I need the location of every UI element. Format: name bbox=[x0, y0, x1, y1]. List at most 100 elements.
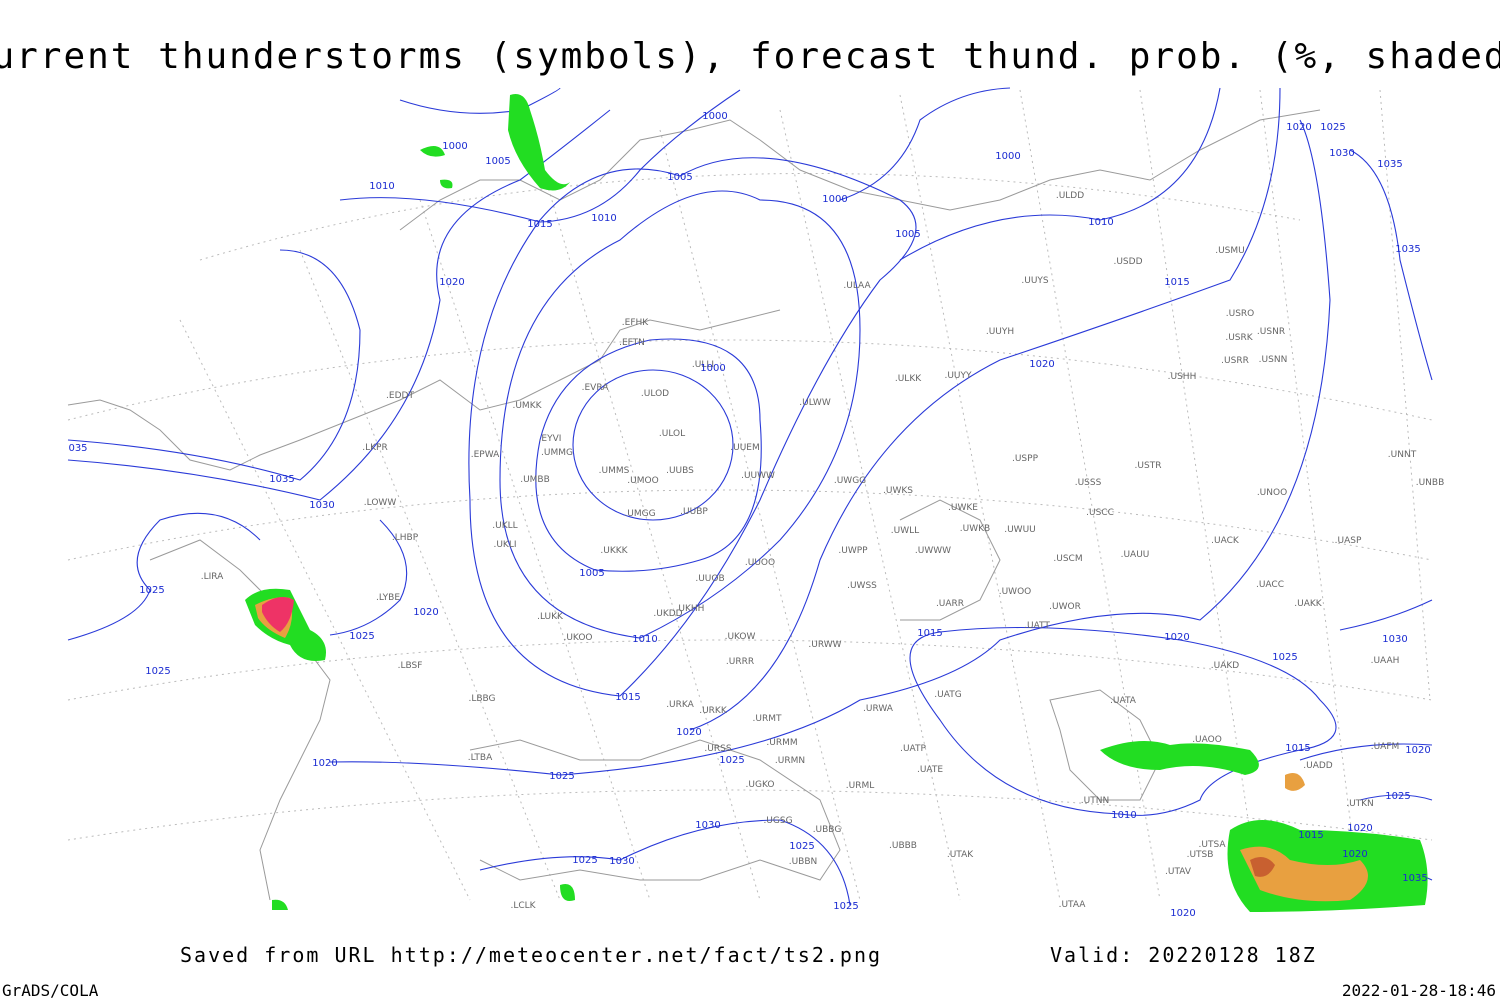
isobar-label: 1030 bbox=[695, 820, 720, 831]
station-label: .URMM bbox=[766, 738, 797, 748]
isobar-label: 1010 bbox=[1088, 217, 1113, 228]
isobar-label: 1025 bbox=[549, 771, 574, 782]
station-label: .UTNN bbox=[1081, 796, 1109, 806]
station-label: .USRO bbox=[1226, 309, 1255, 319]
station-label: .EFTN bbox=[619, 338, 645, 348]
station-label: .USSS bbox=[1075, 478, 1102, 488]
station-label: .UWKB bbox=[960, 524, 990, 534]
isobar-label: 1020 bbox=[1029, 359, 1054, 370]
isobar-label: 1025 bbox=[572, 855, 597, 866]
isobar-label: 1020 bbox=[1170, 908, 1195, 919]
station-label: .URML bbox=[846, 781, 874, 791]
station-label: .UAFM bbox=[1371, 742, 1400, 752]
software-credit: GrADS/COLA bbox=[2, 981, 99, 1000]
station-label: .UUWW bbox=[741, 471, 775, 481]
isobar-label: 1025 bbox=[719, 755, 744, 766]
station-label: .UAAH bbox=[1371, 656, 1400, 666]
station-label: .UBBB bbox=[889, 841, 917, 851]
station-label: .UWSS bbox=[847, 581, 877, 591]
isobar-label: 1020 bbox=[312, 758, 337, 769]
station-label: .UKDD bbox=[653, 609, 682, 619]
station-label: .EFHK bbox=[622, 318, 649, 328]
station-label: .UATA bbox=[1110, 696, 1137, 706]
station-label: .UUBP bbox=[680, 507, 708, 517]
station-label: .ULOD bbox=[641, 389, 669, 399]
station-label: .UKOO bbox=[563, 633, 592, 643]
station-label: .UGKO bbox=[746, 780, 775, 790]
station-label: .USNR bbox=[1257, 327, 1285, 337]
thunderstorm-probability-shading bbox=[245, 94, 1428, 912]
station-label: .UAUU bbox=[1121, 550, 1150, 560]
station-label: .EVRA bbox=[582, 383, 610, 393]
station-label: .UNOO bbox=[1257, 488, 1287, 498]
isobar-label: 1030 bbox=[609, 856, 634, 867]
station-label: .LBSF bbox=[398, 661, 423, 671]
station-label: .ULWW bbox=[799, 398, 831, 408]
station-label: .EPWA bbox=[471, 450, 500, 460]
station-label: .USCM bbox=[1053, 554, 1082, 564]
station-label: .USDD bbox=[1113, 257, 1142, 267]
station-label: .UWWW bbox=[915, 546, 951, 556]
station-label: .UWLL bbox=[891, 526, 919, 536]
station-label: .URMT bbox=[753, 714, 782, 724]
station-label: .UWKE bbox=[948, 503, 978, 513]
isobar-label: 1020 bbox=[676, 727, 701, 738]
isobar-label: 1020 bbox=[413, 607, 438, 618]
station-label: .URMN bbox=[775, 756, 805, 766]
timestamp: 2022-01-28-18:46 bbox=[1342, 981, 1496, 1000]
isobar-label: 1000 bbox=[822, 194, 847, 205]
map-frame bbox=[68, 88, 1432, 912]
isobar-label: 1005 bbox=[485, 156, 510, 167]
station-label: .UUOB bbox=[695, 574, 724, 584]
station-label: .USHH bbox=[1168, 372, 1197, 382]
valid-time: Valid: 20220128 18Z bbox=[1050, 943, 1317, 967]
station-label: .UTAA bbox=[1059, 900, 1087, 910]
station-label: .UMKK bbox=[512, 401, 542, 411]
station-label: .UATE bbox=[917, 765, 943, 775]
station-label: .ULOL bbox=[659, 429, 685, 439]
isobar-label: 1015 bbox=[1285, 743, 1310, 754]
station-label: .UTAK bbox=[947, 850, 974, 860]
station-label: .UWOR bbox=[1049, 602, 1081, 612]
station-label: .USPP bbox=[1012, 454, 1039, 464]
isobar-label: 1030 bbox=[1382, 634, 1407, 645]
isobar-label: 1015 bbox=[527, 219, 552, 230]
isobars bbox=[67, 87, 1433, 906]
isobar-label: 1010 bbox=[632, 634, 657, 645]
station-label: .LIRA bbox=[201, 572, 224, 582]
station-label: .UBBG bbox=[813, 825, 842, 835]
source-url: Saved from URL http://meteocenter.net/fa… bbox=[180, 943, 882, 967]
station-label: .UUYS bbox=[1021, 276, 1049, 286]
station-label: .UBBN bbox=[789, 857, 818, 867]
isobar-label: 1005 bbox=[895, 229, 920, 240]
station-label: .UMBB bbox=[520, 475, 550, 485]
station-label: .URKA bbox=[666, 700, 694, 710]
station-label: .UATG bbox=[934, 690, 961, 700]
station-label: .LKPR bbox=[362, 443, 387, 453]
station-label: .UGSG bbox=[763, 816, 792, 826]
station-label: .USNN bbox=[1259, 355, 1288, 365]
isobar-label: 1035 bbox=[1395, 244, 1420, 255]
station-label: .URKK bbox=[699, 706, 728, 716]
isobar-label: 1035 bbox=[1377, 159, 1402, 170]
station-label: .UWGG bbox=[834, 476, 866, 486]
isobar-label: 1020 bbox=[1405, 745, 1430, 756]
isobar-label: 1025 bbox=[1320, 122, 1345, 133]
station-label: .UATT bbox=[1024, 621, 1050, 631]
isobar-label: 1025 bbox=[1272, 652, 1297, 663]
isobar-label: 1020 bbox=[1342, 849, 1367, 860]
isobar-label: 1005 bbox=[579, 568, 604, 579]
station-label: .UATP bbox=[900, 744, 926, 754]
isobar-label: 1020 bbox=[1286, 122, 1311, 133]
station-label: .URRR bbox=[726, 657, 754, 667]
station-label: .UWUU bbox=[1004, 525, 1036, 535]
station-label: .UKLL bbox=[492, 521, 517, 531]
station-label: .UMGG bbox=[624, 509, 655, 519]
station-label: .USRK bbox=[1225, 333, 1253, 343]
station-label: .LUKK bbox=[537, 612, 564, 622]
isobar-label: 1035 bbox=[1402, 873, 1427, 884]
graticule bbox=[67, 89, 1433, 901]
station-label: .UAOO bbox=[1192, 735, 1222, 745]
isobar-label: 1025 bbox=[1385, 791, 1410, 802]
